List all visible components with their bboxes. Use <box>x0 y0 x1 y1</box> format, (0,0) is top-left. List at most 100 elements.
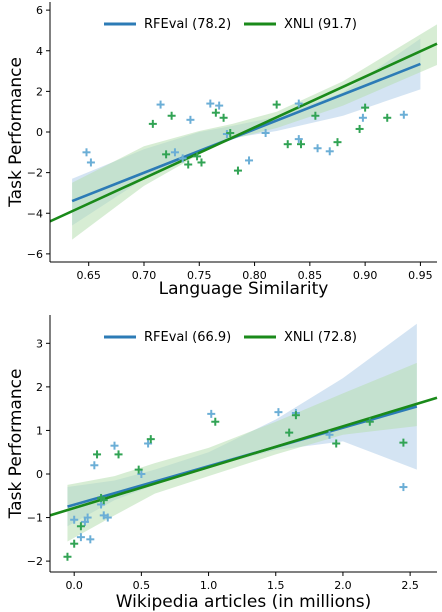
y-tick-label: 2 <box>36 85 43 98</box>
y-tick-label: 1 <box>36 424 43 437</box>
data-point-rfeval <box>294 99 303 108</box>
data-point-xnli <box>285 428 294 437</box>
y-tick-label: −6 <box>27 248 43 261</box>
data-point-xnli <box>296 140 305 149</box>
bottom-chart: 0.0 0.5 1.0 1.5 2.0 2.5 −2 −1 0 1 2 3 Wikipedia arti… <box>6 315 438 612</box>
data-point-rfeval <box>325 147 334 156</box>
y-tick-label: −4 <box>27 207 43 220</box>
y-tick-label: 2 <box>36 381 43 394</box>
y-tick-label: 0 <box>36 468 43 481</box>
data-point-xnli <box>114 450 123 459</box>
legend-label-xnli: XNLI (91.7) <box>284 17 357 32</box>
data-point-xnli <box>272 100 281 109</box>
data-point-rfeval <box>90 461 99 470</box>
x-tick-label: 2.5 <box>401 579 419 592</box>
data-point-rfeval <box>103 513 112 522</box>
data-point-xnli <box>311 111 320 120</box>
data-point-xnli <box>361 103 370 112</box>
data-point-rfeval <box>207 409 216 418</box>
data-point-xnli <box>211 108 220 117</box>
data-point-xnli <box>332 439 341 448</box>
x-tick-label: 0.75 <box>187 269 212 282</box>
x-axis-title: Wikipedia articles (in millions) <box>116 592 372 612</box>
data-point-xnli <box>134 465 143 474</box>
data-point-rfeval <box>206 99 215 108</box>
data-point-xnli <box>93 450 102 459</box>
data-point-xnli <box>233 166 242 175</box>
x-tick-label: 0.80 <box>242 269 267 282</box>
data-point-xnli <box>333 138 342 147</box>
data-point-rfeval <box>215 101 224 110</box>
top-chart: 0.65 0.70 0.75 0.80 0.85 0.90 0.95 −6 −4 −2 0 2 4 6 La… <box>6 2 438 299</box>
data-point-xnli <box>383 113 392 122</box>
data-point-rfeval <box>76 533 85 542</box>
data-point-xnli <box>283 140 292 149</box>
data-point-xnli <box>184 160 193 169</box>
data-point-rfeval <box>82 148 91 157</box>
regression-line-xnli <box>49 396 438 517</box>
data-point-xnli <box>291 411 300 420</box>
data-point-rfeval <box>86 535 95 544</box>
data-point-xnli <box>219 113 228 122</box>
x-tick-label: 0.70 <box>132 269 157 282</box>
data-point-rfeval <box>313 144 322 153</box>
data-point-rfeval <box>399 483 408 492</box>
data-point-rfeval <box>144 439 153 448</box>
data-point-rfeval <box>358 113 367 122</box>
data-point-xnli <box>63 552 72 561</box>
data-point-rfeval <box>110 441 119 450</box>
data-point-rfeval <box>261 129 270 138</box>
y-tick-label: −1 <box>27 512 43 525</box>
data-point-rfeval <box>186 115 195 124</box>
data-point-rfeval <box>80 517 89 526</box>
y-tick-label: −2 <box>27 167 43 180</box>
data-point-rfeval <box>274 408 283 417</box>
data-point-xnli <box>365 417 374 426</box>
data-point-rfeval <box>325 430 334 439</box>
data-point-xnli <box>355 124 364 133</box>
confidence-band-xnli <box>72 24 437 240</box>
x-tick-label: 0.85 <box>298 269 323 282</box>
data-point-rfeval <box>245 156 254 165</box>
legend-label-xnli: XNLI (72.8) <box>284 330 357 345</box>
regression-line-xnli <box>49 42 438 223</box>
data-point-xnli <box>162 150 171 159</box>
data-point-xnli <box>226 129 235 138</box>
data-point-rfeval <box>170 148 179 157</box>
legend-label-rfeval: RFEval (66.9) <box>144 330 231 345</box>
data-point-rfeval <box>99 511 108 520</box>
legend-label-rfeval: RFEval (78.2) <box>144 17 231 32</box>
x-tick-label: 0.90 <box>353 269 378 282</box>
data-point-rfeval <box>70 515 79 524</box>
data-point-rfeval <box>86 158 95 167</box>
data-point-xnli <box>193 152 202 161</box>
data-point-rfeval <box>399 110 408 119</box>
y-axis-title: Task Performance <box>6 57 26 208</box>
x-tick-label: 0.65 <box>76 269 101 282</box>
x-tick-label: 1.5 <box>267 579 285 592</box>
y-tick-label: 3 <box>36 337 43 350</box>
data-point-rfeval <box>156 100 165 109</box>
data-point-xnli <box>148 119 157 128</box>
data-point-xnli <box>211 417 220 426</box>
data-point-rfeval <box>178 154 187 163</box>
y-tick-label: 4 <box>36 45 43 58</box>
y-tick-label: 6 <box>36 4 43 17</box>
data-point-xnli <box>70 539 79 548</box>
data-point-rfeval <box>83 513 92 522</box>
x-tick-label: 0.5 <box>133 579 151 592</box>
x-tick-label: 2.0 <box>334 579 352 592</box>
data-point-rfeval <box>294 135 303 144</box>
data-point-xnli <box>99 496 108 505</box>
y-tick-label: 0 <box>36 126 43 139</box>
data-point-xnli <box>197 158 206 167</box>
x-axis-title: Language Similarity <box>159 279 329 299</box>
data-point-xnli <box>146 435 155 444</box>
x-tick-label: 0.0 <box>65 579 83 592</box>
data-point-xnli <box>76 522 85 531</box>
x-tick-label: 1.0 <box>200 579 218 592</box>
y-tick-label: −2 <box>27 555 43 568</box>
y-axis-title: Task Performance <box>6 369 26 520</box>
confidence-band-xnli <box>67 362 417 542</box>
